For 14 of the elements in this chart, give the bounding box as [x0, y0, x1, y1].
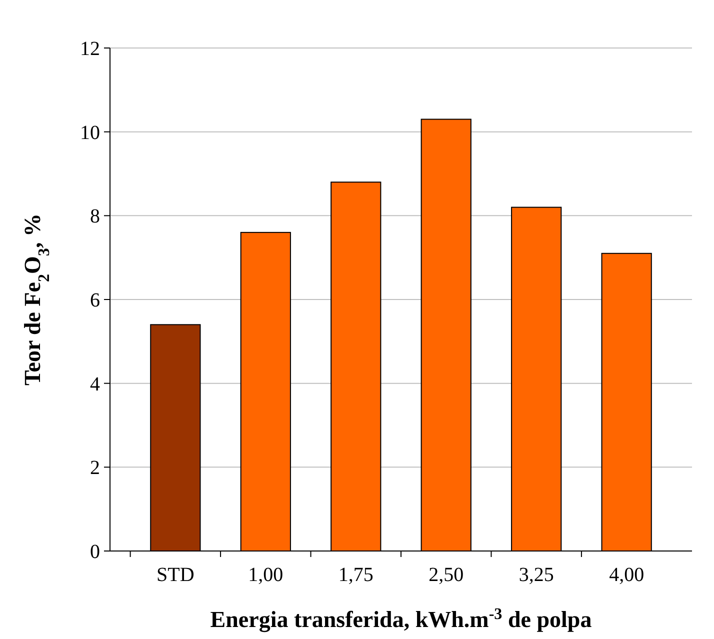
y-tick-label: 0 — [90, 541, 100, 563]
y-tick-label: 6 — [90, 290, 100, 312]
x-tick-label: 3,25 — [518, 564, 554, 586]
x-tick-label: 1,00 — [248, 564, 284, 586]
y-tick-label: 12 — [80, 38, 100, 60]
x-tick-label: 1,75 — [338, 564, 374, 586]
x-tick-label: 2,50 — [428, 564, 464, 586]
y-tick-label: 10 — [80, 122, 100, 144]
x-tick-label: 4,00 — [609, 564, 644, 586]
x-tick-label: STD — [156, 564, 194, 586]
x-axis-title: Energia transferida, kWh.m$^{-3}$ de polpa — [210, 606, 592, 633]
y-tick-label: 2 — [90, 457, 100, 480]
y-tick-label: 8 — [90, 206, 100, 228]
y-tick-label: 4 — [90, 373, 100, 396]
